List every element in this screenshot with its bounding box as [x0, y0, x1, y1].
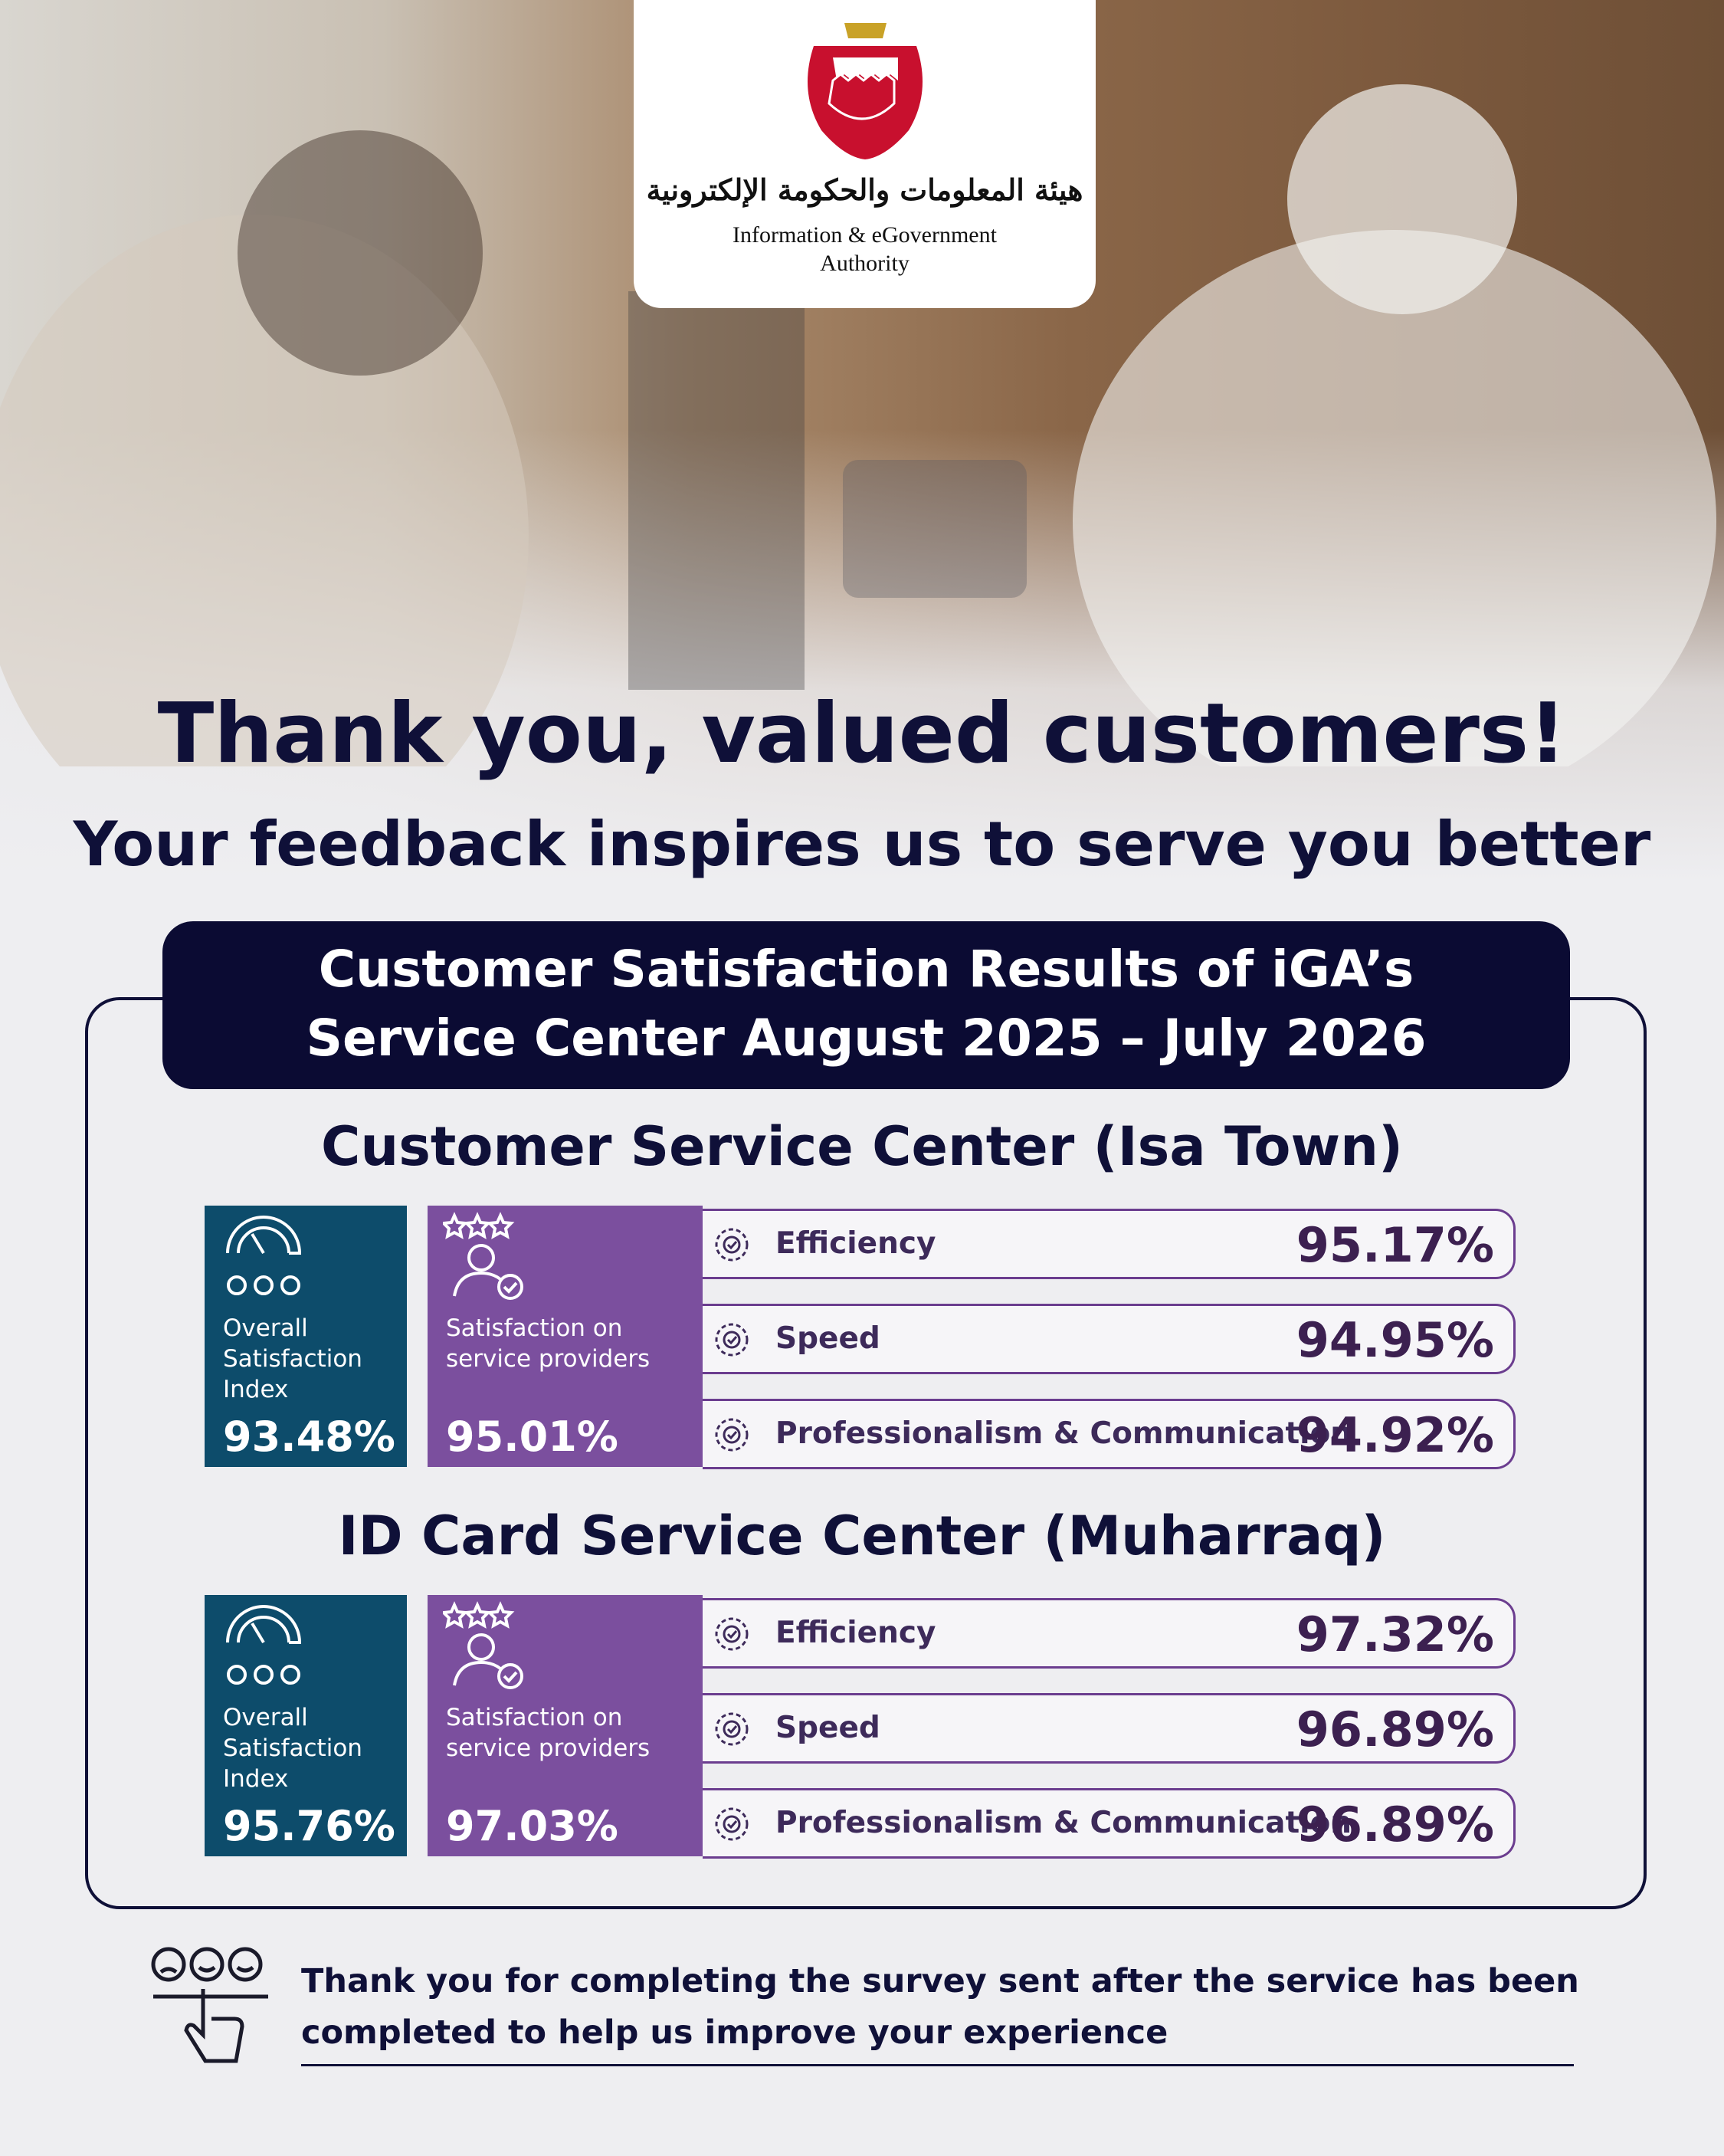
metric-icon	[709, 1412, 755, 1461]
footer-rule	[301, 2064, 1574, 2066]
metric-icon	[709, 1706, 755, 1755]
providers-label: Satisfaction on service providers	[446, 1314, 651, 1373]
metric-value: 96.89%	[1296, 1797, 1494, 1852]
survey-icon	[151, 1947, 268, 2063]
panel-title-box: Customer Satisfaction Results of iGA’s S…	[162, 921, 1570, 1089]
emblem	[808, 23, 923, 159]
overall-value: 95.76%	[223, 1802, 395, 1850]
overall-box: Overall Satisfaction Index 93.48%	[205, 1206, 407, 1467]
providers-icon	[440, 1212, 535, 1307]
photo-backdrop	[0, 84, 1716, 766]
metric-row: Speed 96.89%	[703, 1693, 1516, 1764]
metric-row: Speed 94.95%	[703, 1304, 1516, 1374]
metric-name: Speed	[775, 1321, 880, 1356]
headline: Thank you, valued customers!	[157, 686, 1567, 782]
logo-english: Information & eGovernment	[733, 222, 997, 248]
panel-title: Customer Satisfaction Results of iGA’s	[318, 940, 1414, 999]
metric-name: Efficiency	[775, 1226, 936, 1261]
metric-value: 94.95%	[1296, 1312, 1494, 1368]
overall-box: Overall Satisfaction Index 95.76%	[205, 1595, 407, 1856]
metric-value: 96.89%	[1296, 1702, 1494, 1757]
metric-name: Efficiency	[775, 1616, 936, 1650]
metric-icon	[709, 1317, 755, 1366]
section-title: ID Card Service Center (Muharraq)	[338, 1505, 1386, 1567]
metric-row: Professionalism & Communication 96.89%	[703, 1788, 1516, 1859]
gauge-icon	[221, 1215, 306, 1302]
metric-value: 94.92%	[1296, 1407, 1494, 1463]
footer-text: Thank you for completing the survey sent…	[301, 1962, 1579, 2000]
metric-row: Efficiency 97.32%	[703, 1598, 1516, 1669]
metric-icon	[709, 1222, 755, 1271]
metric-value: 97.32%	[1296, 1606, 1494, 1662]
metric-name: Professionalism & Communication	[775, 1416, 1352, 1451]
metric-icon	[709, 1801, 755, 1850]
providers-box: Satisfaction on service providers 97.03%	[428, 1595, 703, 1856]
providers-value: 97.03%	[446, 1802, 618, 1850]
providers-value: 95.01%	[446, 1413, 618, 1461]
metric-row: Efficiency 95.17%	[703, 1209, 1516, 1279]
metric-row: Professionalism & Communication 94.92%	[703, 1399, 1516, 1469]
panel-title: Service Center August 2025 – July 2026	[306, 1009, 1427, 1068]
metric-icon	[709, 1611, 755, 1660]
logo-english: Authority	[820, 251, 910, 276]
overall-label: Overall Satisfaction Index	[223, 1314, 362, 1403]
metric-name: Speed	[775, 1711, 880, 1745]
logo-card: هيئة المعلومات والحكومة الإلكترونية Info…	[634, 0, 1096, 308]
providers-box: Satisfaction on service providers 95.01%	[428, 1206, 703, 1467]
logo-arabic: هيئة المعلومات والحكومة الإلكترونية	[646, 172, 1083, 207]
overall-label: Overall Satisfaction Index	[223, 1704, 362, 1793]
gauge-icon	[221, 1604, 306, 1692]
subheadline: Your feedback inspires us to serve you b…	[73, 809, 1651, 880]
metric-value: 95.17%	[1296, 1217, 1494, 1273]
providers-label: Satisfaction on service providers	[446, 1704, 651, 1762]
providers-icon	[440, 1601, 535, 1696]
section-title: Customer Service Center (Isa Town)	[321, 1115, 1403, 1178]
metric-name: Professionalism & Communication	[775, 1806, 1352, 1840]
overall-value: 93.48%	[223, 1413, 395, 1461]
footer-text: completed to help us improve your experi…	[301, 2013, 1168, 2052]
